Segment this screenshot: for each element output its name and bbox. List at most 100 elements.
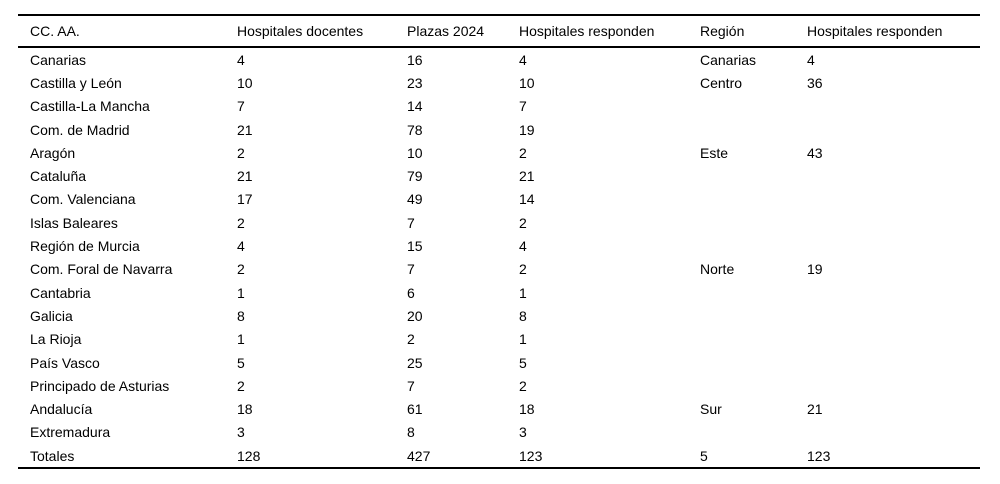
row-label-cell: Castilla-La Mancha [30, 98, 150, 115]
hospitales-responden-cell: 8 [519, 307, 527, 324]
table-row: Principado de Asturias 2 7 2 [18, 374, 980, 397]
region-cell [700, 351, 807, 374]
col-header-region: Región [700, 23, 745, 39]
region-cell [700, 95, 807, 118]
table-row: Castilla-La Mancha 7 14 7 [18, 95, 980, 118]
hospitales-responden-cell: 123 [519, 447, 543, 464]
col-header-hospitales-docentes: Hospitales docentes [237, 23, 364, 39]
hospitales-docentes-cell: 1 [237, 284, 245, 301]
col-header-region-hospitales-responden: Hospitales responden [807, 23, 943, 39]
hospitales-responden-cell: 4 [519, 238, 527, 255]
hospitales-docentes-cell: 21 [237, 121, 253, 138]
table-row: País Vasco 5 25 5 [18, 351, 980, 374]
hospitals-by-region-table-container: CC. AA. Hospitales docentes Plazas 2024 … [18, 14, 980, 469]
col-header-cc-aa: CC. AA. [30, 23, 80, 39]
row-label-cell: País Vasco [30, 354, 100, 371]
hospitales-responden-cell: 5 [519, 354, 527, 371]
table-row: Castilla y León 10 23 10 Centro 36 [18, 71, 980, 94]
row-label-cell: Com. Valenciana [30, 191, 136, 208]
table-body: Canarias 4 16 4 Canarias 4 Castilla y León 10 23… [18, 47, 980, 469]
row-label-cell: Com. Foral de Navarra [30, 261, 173, 278]
plazas-2024-cell: 25 [407, 354, 423, 371]
hospitales-docentes-cell: 7 [237, 98, 245, 115]
hospitales-responden-cell: 18 [519, 401, 535, 418]
table-row: Canarias 4 16 4 Canarias 4 [18, 47, 980, 71]
hospitales-responden-cell: 1 [519, 331, 527, 348]
hospitales-docentes-cell: 2 [237, 214, 245, 231]
table-row: Región de Murcia 4 15 4 [18, 234, 980, 257]
table-row: Extremadura 3 8 3 [18, 421, 980, 444]
hospitales-responden-cell: 14 [519, 191, 535, 208]
region-cell: 5 [700, 447, 708, 464]
region-cell [700, 188, 807, 211]
plazas-2024-cell: 20 [407, 307, 423, 324]
table-row: Com. Foral de Navarra 2 7 2 Norte 19 [18, 258, 980, 281]
plazas-2024-cell: 7 [407, 214, 415, 231]
region-cell [700, 164, 807, 187]
plazas-2024-cell: 14 [407, 98, 423, 115]
plazas-2024-cell: 61 [407, 401, 423, 418]
hospitales-docentes-cell: 2 [237, 377, 245, 394]
region-hospitales-responden-cell [807, 304, 980, 327]
plazas-2024-cell: 7 [407, 377, 415, 394]
hospitales-docentes-cell: 2 [237, 261, 245, 278]
region-cell [700, 281, 807, 304]
region-hospitales-responden-cell [807, 188, 980, 211]
hospitales-docentes-cell: 4 [237, 238, 245, 255]
table-row: Aragón 2 10 2 Este 43 [18, 141, 980, 164]
hospitales-docentes-cell: 4 [237, 51, 245, 68]
hospitales-responden-cell: 2 [519, 377, 527, 394]
hospitales-responden-cell: 1 [519, 284, 527, 301]
hospitales-docentes-cell: 8 [237, 307, 245, 324]
table-row: La Rioja 1 2 1 [18, 328, 980, 351]
region-hospitales-responden-cell: 36 [807, 74, 823, 91]
region-hospitales-responden-cell [807, 281, 980, 304]
table-row: Com. Valenciana 17 49 14 [18, 188, 980, 211]
row-label-cell: Cataluña [30, 168, 87, 185]
plazas-2024-cell: 8 [407, 424, 415, 441]
hospitales-responden-cell: 10 [519, 74, 535, 91]
table-row: Cataluña 21 79 21 [18, 164, 980, 187]
region-cell [700, 374, 807, 397]
region-hospitales-responden-cell: 21 [807, 401, 823, 418]
region-hospitales-responden-cell [807, 118, 980, 141]
row-label-cell: Extremadura [30, 424, 111, 441]
row-label-cell: Canarias [30, 51, 87, 68]
region-hospitales-responden-cell [807, 211, 980, 234]
plazas-2024-cell: 23 [407, 74, 423, 91]
region-hospitales-responden-cell [807, 328, 980, 351]
region-hospitales-responden-cell: 43 [807, 144, 823, 161]
hospitales-docentes-cell: 5 [237, 354, 245, 371]
plazas-2024-cell: 78 [407, 121, 423, 138]
header-row: CC. AA. Hospitales docentes Plazas 2024 … [18, 15, 980, 47]
region-hospitales-responden-cell [807, 95, 980, 118]
row-label-cell: Totales [30, 447, 75, 464]
row-label-cell: Galicia [30, 307, 73, 324]
region-hospitales-responden-cell: 19 [807, 261, 823, 278]
plazas-2024-cell: 6 [407, 284, 415, 301]
hospitales-docentes-cell: 10 [237, 74, 253, 91]
region-cell: Canarias [700, 51, 757, 68]
hospitales-docentes-cell: 21 [237, 168, 253, 185]
hospitales-docentes-cell: 3 [237, 424, 245, 441]
table-row: Islas Baleares 2 7 2 [18, 211, 980, 234]
hospitales-docentes-cell: 1 [237, 331, 245, 348]
plazas-2024-cell: 10 [407, 144, 423, 161]
region-hospitales-responden-cell [807, 374, 980, 397]
row-label-cell: Principado de Asturias [30, 377, 170, 394]
hospitales-responden-cell: 21 [519, 168, 535, 185]
table-row: Com. de Madrid 21 78 19 [18, 118, 980, 141]
hospitals-by-region-table: CC. AA. Hospitales docentes Plazas 2024 … [18, 14, 980, 469]
row-label-cell: Andalucía [30, 401, 93, 418]
table-row: Totales 128 427 123 5 123 [18, 444, 980, 469]
hospitales-docentes-cell: 18 [237, 401, 253, 418]
region-hospitales-responden-cell: 4 [807, 51, 815, 68]
region-cell [700, 328, 807, 351]
region-hospitales-responden-cell [807, 234, 980, 257]
hospitales-responden-cell: 2 [519, 144, 527, 161]
region-cell: Sur [700, 401, 722, 418]
region-hospitales-responden-cell [807, 421, 980, 444]
region-cell [700, 421, 807, 444]
region-cell [700, 211, 807, 234]
region-cell [700, 304, 807, 327]
